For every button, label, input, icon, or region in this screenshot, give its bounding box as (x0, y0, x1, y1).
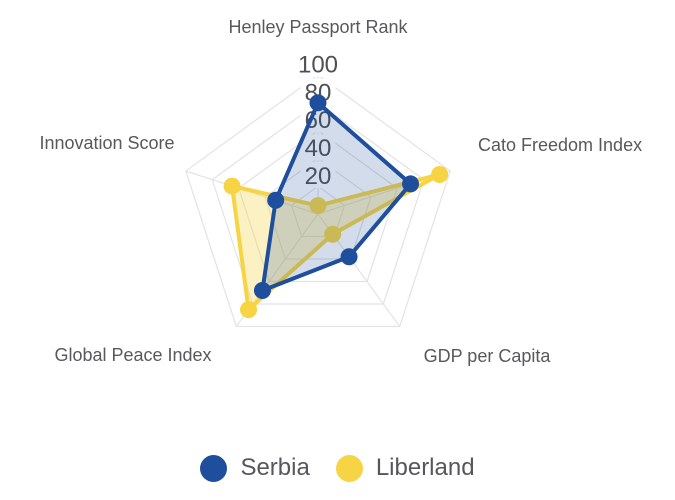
series-line-serbia (260, 100, 413, 293)
grid-ring-100 (185, 74, 451, 328)
tick-backdrop (293, 51, 343, 77)
axis-label-henley-passport-rank: Henley Passport Rank (228, 17, 408, 37)
chart-legend: Serbia Liberland (0, 448, 675, 488)
legend-label-serbia: Serbia (240, 454, 310, 481)
data-point-liberland-1[interactable] (431, 165, 449, 183)
data-point-liberland-3[interactable] (240, 301, 258, 319)
tick-backdrop (300, 134, 336, 161)
axis-labels: Henley Passport Rank Cato Freedom Index … (39, 17, 642, 366)
grid-ring-60 (237, 129, 399, 283)
axis-label-global-peace-index: Global Peace Index (54, 345, 211, 365)
radar-chart-svg: 20406080100 Henley Passport Rank Cato Fr… (39, 17, 642, 366)
legend-swatch-serbia (200, 454, 228, 482)
axis-label-gdp-per-capita: GDP per Capita (424, 346, 552, 366)
legend-label-liberland: Liberland (375, 454, 475, 481)
series-layer (223, 94, 449, 319)
grid-ring-80 (211, 102, 425, 305)
data-point-liberland-2[interactable] (324, 225, 342, 243)
data-point-serbia-0[interactable] (309, 94, 327, 112)
legend-item-liberland[interactable]: Liberland (335, 454, 475, 482)
data-point-serbia-1[interactable] (402, 175, 420, 193)
data-point-liberland-4[interactable] (223, 177, 241, 195)
series-line-liberland (230, 172, 442, 312)
data-point-serbia-2[interactable] (340, 248, 358, 266)
legend-item-serbia[interactable]: Serbia (200, 454, 310, 482)
tick-label-40: 40 (305, 135, 332, 162)
legend-swatch-liberland (335, 454, 363, 482)
data-point-liberland-0[interactable] (309, 197, 327, 215)
grid-ring-40 (264, 157, 372, 260)
axis-label-cato-freedom-index: Cato Freedom Index (478, 135, 642, 155)
tick-label-20: 20 (305, 163, 332, 190)
tick-label-100: 100 (298, 52, 338, 79)
tick-backdrop (300, 162, 336, 189)
data-point-serbia-4[interactable] (267, 191, 285, 209)
data-point-serbia-3[interactable] (253, 281, 271, 299)
axis-label-innovation-score: Innovation Score (39, 133, 174, 153)
